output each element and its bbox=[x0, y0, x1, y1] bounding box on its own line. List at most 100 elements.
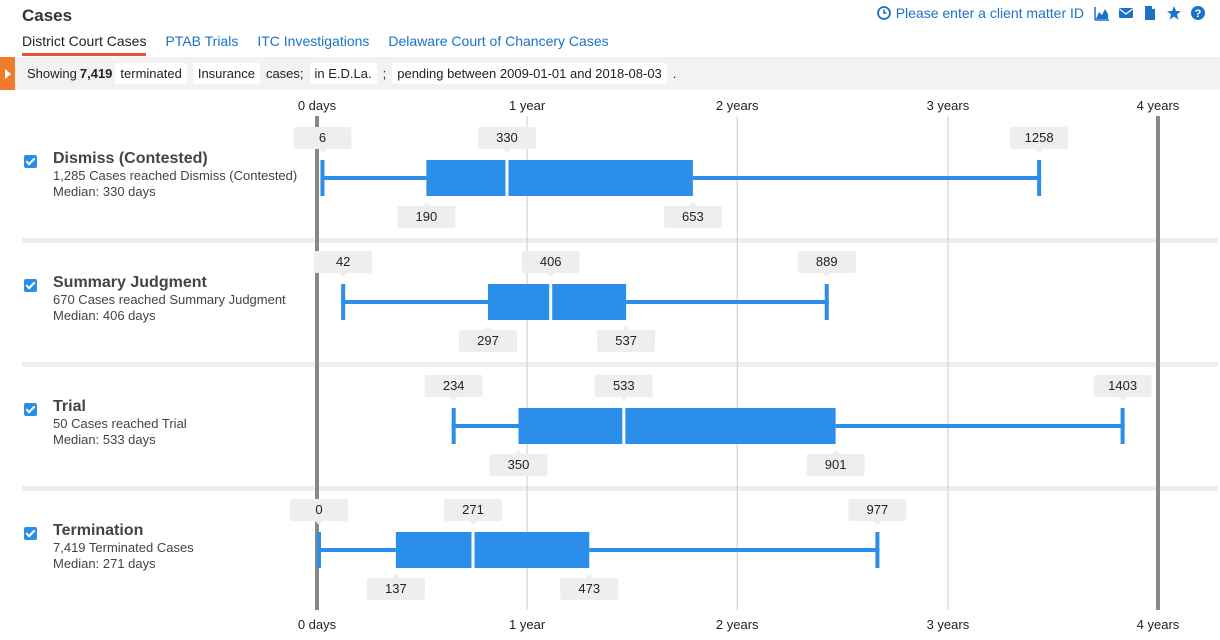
envelope-icon[interactable] bbox=[1118, 5, 1134, 21]
value-label-pointer bbox=[483, 326, 492, 330]
value-label-pointer bbox=[622, 326, 631, 330]
value-label: 42 bbox=[336, 254, 350, 269]
axis-tick-label-bottom: 3 years bbox=[927, 617, 970, 632]
row-median: Median: 271 days bbox=[53, 556, 156, 571]
page-title: Cases bbox=[22, 6, 73, 25]
axis-tick-label-top: 2 years bbox=[716, 98, 759, 113]
value-label-box bbox=[560, 578, 619, 600]
filter-type-chip[interactable]: Insurance bbox=[192, 63, 260, 84]
iqr-box bbox=[518, 408, 836, 444]
axis-tick-label-top: 1 year bbox=[509, 98, 546, 113]
row-count: 50 Cases reached Trial bbox=[53, 416, 187, 431]
star-icon[interactable] bbox=[1166, 5, 1182, 21]
value-label-pointer bbox=[873, 521, 882, 525]
row-median: Median: 533 days bbox=[53, 432, 156, 447]
value-label-box bbox=[458, 330, 517, 352]
axis-tick-label-bottom: 2 years bbox=[716, 617, 759, 632]
value-label: 1403 bbox=[1108, 378, 1137, 393]
row-median: Median: 406 days bbox=[53, 308, 156, 323]
tab-ptab-trials[interactable]: PTAB Trials bbox=[165, 33, 239, 49]
value-label-pointer bbox=[339, 273, 348, 277]
axis-tick-label-top: 0 days bbox=[298, 98, 337, 113]
value-label-box bbox=[293, 127, 352, 149]
value-label-box bbox=[366, 578, 425, 600]
axis-tick-label-bottom: 0 days bbox=[298, 617, 337, 632]
filter-date-chip[interactable]: pending between 2009-01-01 and 2018-08-0… bbox=[392, 63, 667, 84]
svg-text:?: ? bbox=[1195, 8, 1202, 20]
value-label-pointer bbox=[688, 202, 697, 206]
value-label: 1258 bbox=[1025, 130, 1054, 145]
value-label: 271 bbox=[462, 502, 484, 517]
value-label-pointer bbox=[831, 450, 840, 454]
value-label: 137 bbox=[385, 581, 407, 596]
value-label: 6 bbox=[319, 130, 326, 145]
value-label: 537 bbox=[615, 333, 637, 348]
tab-delaware-chancery[interactable]: Delaware Court of Chancery Cases bbox=[388, 33, 609, 49]
value-label-box bbox=[489, 454, 548, 476]
row-count: 1,285 Cases reached Dismiss (Contested) bbox=[53, 168, 298, 183]
value-label-box bbox=[797, 251, 856, 273]
row-checkbox-termination[interactable] bbox=[24, 527, 37, 540]
value-label: 0 bbox=[315, 502, 322, 517]
value-label-pointer bbox=[619, 397, 628, 401]
filter-court-chip[interactable]: in E.D.La. bbox=[309, 63, 377, 84]
row-name: Trial bbox=[53, 398, 86, 415]
iqr-box bbox=[426, 160, 693, 196]
filter-showing-label: Showing bbox=[27, 66, 77, 81]
filter-toggle-button[interactable] bbox=[0, 57, 15, 90]
row-name: Dismiss (Contested) bbox=[53, 150, 208, 167]
value-label-box bbox=[594, 375, 653, 397]
tab-district-court[interactable]: District Court Cases bbox=[22, 33, 147, 56]
row-median: Median: 330 days bbox=[53, 184, 156, 199]
value-label: 350 bbox=[508, 457, 530, 472]
row-info-summary-judgment: Summary Judgment 670 Cases reached Summa… bbox=[24, 274, 324, 324]
document-icon[interactable] bbox=[1142, 5, 1158, 21]
value-label-pointer bbox=[546, 273, 555, 277]
row-name: Termination bbox=[53, 522, 144, 539]
value-label-pointer bbox=[422, 202, 431, 206]
row-info-dismiss: Dismiss (Contested) 1,285 Cases reached … bbox=[24, 150, 324, 200]
filter-status-chip[interactable]: terminated bbox=[115, 63, 187, 84]
header-toolbar: Please enter a client matter ID ? bbox=[876, 5, 1206, 21]
value-label: 653 bbox=[682, 209, 704, 224]
value-label-box bbox=[477, 127, 536, 149]
row-checkbox-dismiss[interactable] bbox=[24, 155, 37, 168]
value-label-box bbox=[290, 499, 348, 521]
value-label-pointer bbox=[822, 273, 831, 277]
value-label-box bbox=[424, 375, 483, 397]
area-chart-icon[interactable] bbox=[1094, 5, 1110, 21]
value-label-box bbox=[663, 206, 722, 228]
value-label: 234 bbox=[443, 378, 465, 393]
value-label: 977 bbox=[867, 502, 889, 517]
value-label: 889 bbox=[816, 254, 838, 269]
client-matter-text: Please enter a client matter ID bbox=[895, 5, 1084, 21]
value-label-box bbox=[1093, 375, 1152, 397]
value-label-box bbox=[1010, 127, 1069, 149]
row-checkbox-trial[interactable] bbox=[24, 403, 37, 416]
row-info-trial: Trial 50 Cases reached Trial Median: 533… bbox=[24, 398, 324, 448]
client-matter-link[interactable]: Please enter a client matter ID bbox=[876, 5, 1084, 21]
tab-itc-investigations[interactable]: ITC Investigations bbox=[257, 33, 370, 49]
axis-tick-label-top: 4 years bbox=[1137, 98, 1180, 113]
value-label-pointer bbox=[1035, 149, 1044, 153]
value-label: 533 bbox=[613, 378, 635, 393]
case-tabs: District Court Cases PTAB Trials ITC Inv… bbox=[22, 33, 628, 56]
value-label-pointer bbox=[468, 521, 477, 525]
axis-tick-label-bottom: 1 year bbox=[509, 617, 546, 632]
value-label: 330 bbox=[496, 130, 518, 145]
axis-tick-label-bottom: 4 years bbox=[1137, 617, 1180, 632]
iqr-box bbox=[395, 532, 590, 568]
row-name: Summary Judgment bbox=[53, 274, 207, 291]
clock-icon bbox=[876, 6, 891, 20]
iqr-box bbox=[487, 284, 627, 320]
row-count: 670 Cases reached Summary Judgment bbox=[53, 292, 286, 307]
value-label: 901 bbox=[825, 457, 847, 472]
row-separator bbox=[22, 362, 1218, 367]
filter-cases-label: cases; bbox=[265, 66, 304, 81]
value-label-pointer bbox=[391, 574, 400, 578]
value-label-box bbox=[521, 251, 580, 273]
value-label-box bbox=[597, 330, 656, 352]
row-checkbox-summary-judgment[interactable] bbox=[24, 279, 37, 292]
filter-end: . bbox=[672, 66, 677, 81]
help-icon[interactable]: ? bbox=[1190, 5, 1206, 21]
